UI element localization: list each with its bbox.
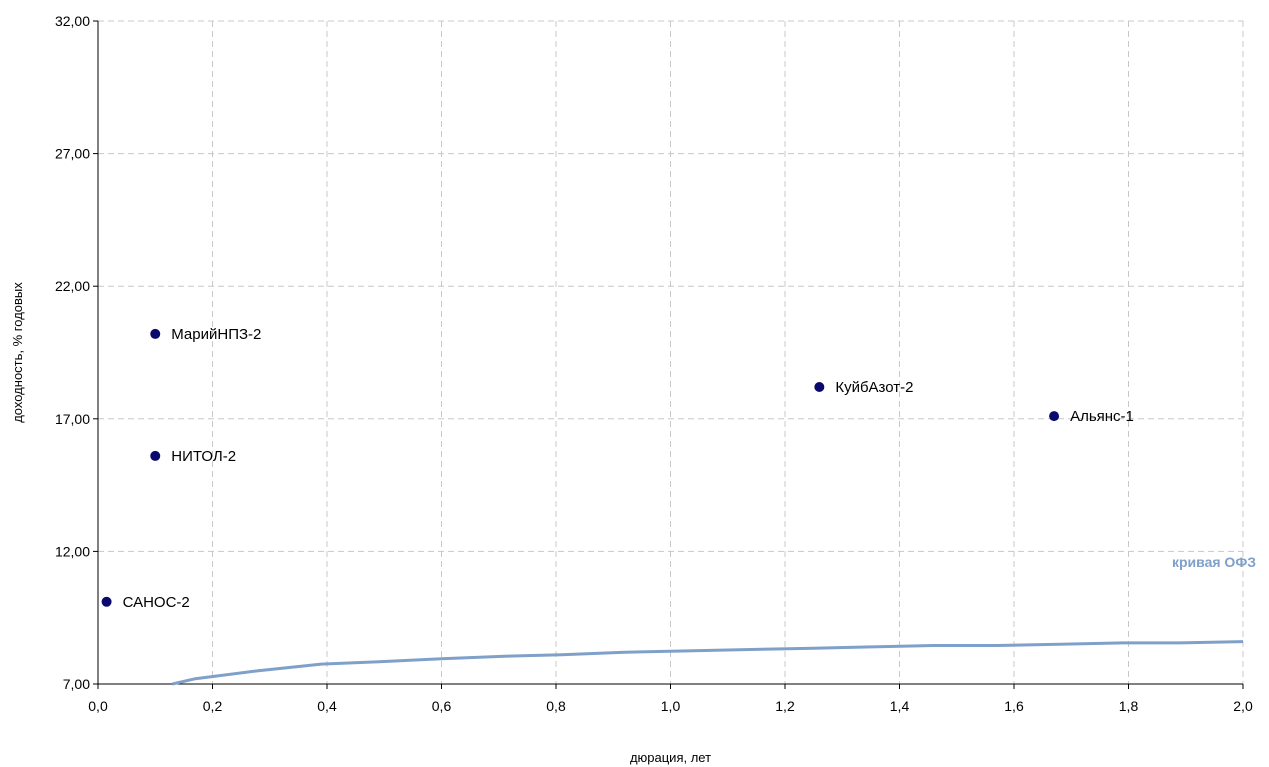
y-tick-label: 12,00 (55, 543, 90, 559)
data-point (101, 596, 112, 607)
y-tick-label: 22,00 (55, 278, 90, 294)
ofz-curve-line (172, 640, 1244, 686)
x-tick-label: 2,0 (1233, 698, 1253, 714)
x-tick-label: 0,4 (317, 698, 337, 714)
y-tick-label: 17,00 (55, 411, 90, 427)
ofz-curve-group: кривая ОФЗ (172, 554, 1256, 686)
data-point (150, 450, 161, 461)
x-tick-label: 1,2 (775, 698, 795, 714)
data-points: МарийНПЗ-2 НИТОЛ-2 САНОС-2 КуйбАзот-2 Альянс… (101, 326, 1134, 611)
tick-labels: 0,0 0,2 0,4 0,6 0,8 1,0 1,2 1,4 1,6 1,8 2,0 7,00 12,… (55, 13, 1253, 714)
x-tick-label: 1,4 (890, 698, 910, 714)
axes (93, 20, 1244, 689)
y-tick-label: 7,00 (63, 676, 90, 692)
data-point-label: МарийНПЗ-2 (171, 326, 261, 343)
grid-lines (98, 20, 1244, 684)
data-point (814, 381, 825, 392)
x-tick-label: 1,0 (661, 698, 681, 714)
x-tick-label: 1,8 (1119, 698, 1139, 714)
ofz-curve-label: кривая ОФЗ (1172, 554, 1256, 570)
data-point (1049, 411, 1060, 422)
data-point (150, 328, 161, 339)
x-tick-label: 1,6 (1004, 698, 1024, 714)
x-tick-label: 0,8 (546, 698, 566, 714)
y-tick-label: 27,00 (55, 146, 90, 162)
x-tick-label: 0,2 (203, 698, 223, 714)
y-tick-label: 32,00 (55, 13, 90, 29)
data-point-label: НИТОЛ-2 (171, 448, 236, 465)
data-point-label: САНОС-2 (123, 594, 190, 611)
data-point-label: Альянс-1 (1070, 408, 1134, 425)
y-axis-title: доходность, % годовых (10, 282, 25, 423)
x-axis-title: дюрация, лет (630, 750, 711, 765)
x-tick-label: 0,0 (88, 698, 108, 714)
x-tick-label: 0,6 (432, 698, 452, 714)
data-point-label: КуйбАзот-2 (835, 379, 913, 396)
